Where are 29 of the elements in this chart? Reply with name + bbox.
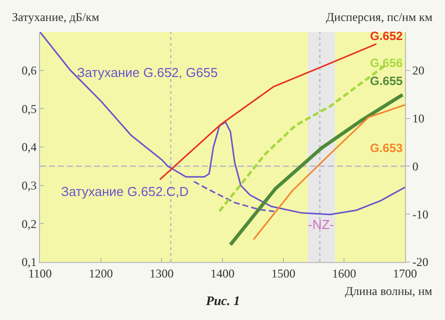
line-series xyxy=(228,93,404,246)
y-tick-label: 0,3 xyxy=(22,178,37,193)
y2-tick-label: 0 xyxy=(412,159,418,174)
x-tick-label: 1400 xyxy=(210,266,234,280)
series-label: G.656 xyxy=(370,56,404,70)
series-label: Затухание G.652.C,D xyxy=(61,184,189,199)
line-series xyxy=(193,180,275,212)
y-tick-label: 0,5 xyxy=(22,102,37,116)
x-tick-label: 1600 xyxy=(332,266,356,280)
y-tick-label: 0,6 xyxy=(22,64,37,78)
y2-tick-label: 10 xyxy=(412,111,424,126)
y-tick-label: 0,4 xyxy=(22,140,37,154)
y-axis-title: Затухание, дБ/км xyxy=(12,10,100,24)
y-tick-label: 0,2 xyxy=(22,216,37,231)
series-label: G.652 xyxy=(370,29,404,43)
x-tick-label: 1200 xyxy=(88,266,113,280)
y2-axis-title: Дисперсия, пс/нм км xyxy=(326,10,433,24)
line-series xyxy=(40,32,405,216)
y2-tick-label: 20 xyxy=(412,64,424,78)
x-axis-title: Длина волны, нм xyxy=(345,284,433,298)
band-label: -NZ- xyxy=(308,217,334,232)
series-label: G.653 xyxy=(370,141,404,155)
y2-tick-label: -10 xyxy=(412,207,428,222)
x-tick-label: 1300 xyxy=(150,266,174,280)
series-label: G.655 xyxy=(370,74,404,88)
line-series xyxy=(252,104,405,240)
text: Рис. 1 xyxy=(206,293,240,308)
series-label: Затухание G.652, G655 xyxy=(77,65,218,80)
x-tick-label: 1500 xyxy=(271,266,296,280)
